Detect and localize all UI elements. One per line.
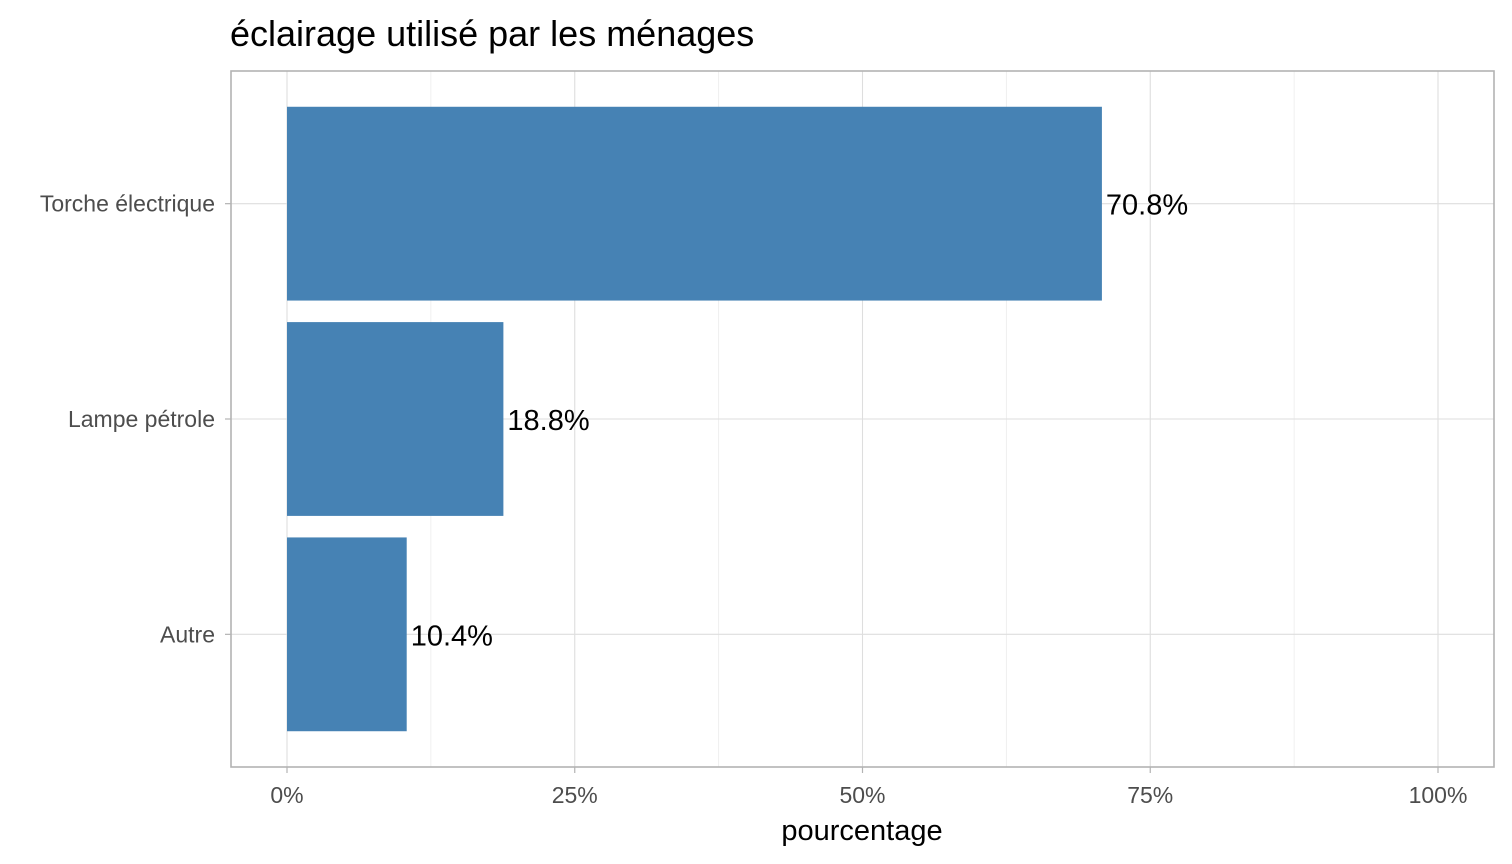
chart-title: éclairage utilisé par les ménages [230,13,754,54]
panel-border [230,70,1495,768]
y-tick-label: Lampe pétrole [68,406,215,432]
y-tick-label: Autre [160,621,215,647]
data-label: 18.8% [507,405,589,437]
x-tick-label: 50% [839,782,885,808]
bar [287,537,407,732]
x-tick-label: 0% [270,782,303,808]
x-tick-label: 75% [1127,782,1173,808]
bar [287,322,504,516]
x-axis-title: pourcentage [781,815,942,847]
x-tick-label: 25% [552,782,598,808]
data-label: 10.4% [411,620,493,652]
bars [287,106,1102,732]
x-tick-label: 100% [1409,782,1468,808]
data-label: 70.8% [1106,190,1188,222]
y-axis: Torche électrique Lampe pétrole Autre [40,191,231,647]
y-tick-label: Torche électrique [40,191,215,217]
data-labels: 70.8% 18.8% 10.4% [411,190,1188,653]
x-axis: 0% 25% 50% 75% 100% [270,767,1467,808]
bar [287,106,1102,301]
